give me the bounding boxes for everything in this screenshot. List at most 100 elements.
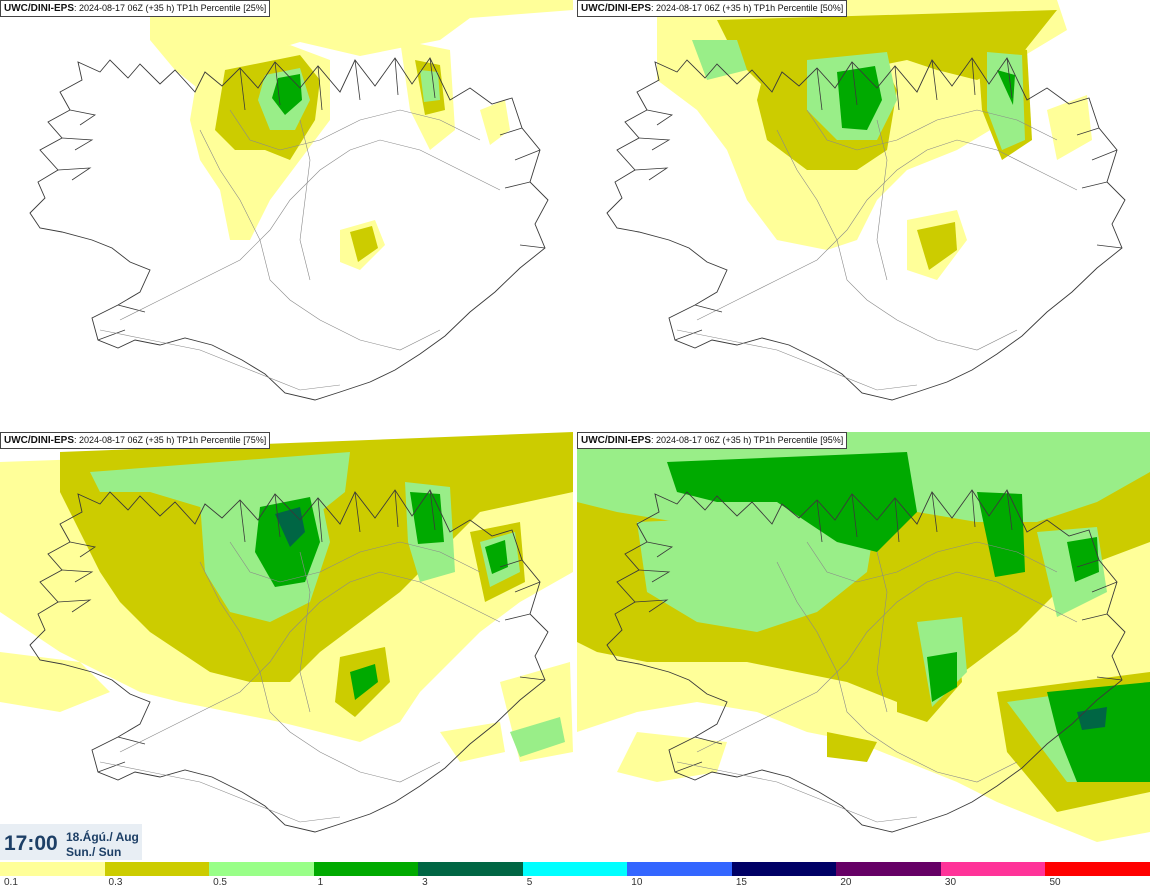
fjord-line <box>429 489 436 531</box>
fjord-line <box>971 57 976 96</box>
valid-time: 17:00 <box>4 832 58 855</box>
fjord-line <box>1006 489 1013 531</box>
run-info: : 2024-08-17 06Z (+35 h) <box>651 3 754 13</box>
road-line <box>876 119 888 281</box>
legend-swatch <box>313 862 419 876</box>
legend-swatch <box>731 862 837 876</box>
legend-swatch <box>627 862 732 876</box>
fjord-line <box>694 736 723 745</box>
precip-map <box>577 432 1150 842</box>
precip-area <box>272 74 302 115</box>
legend-label: 0.1 <box>4 877 18 888</box>
fjord-line <box>499 559 523 568</box>
fjord-line <box>61 137 94 151</box>
panel-title: UWC/DINI-EPS: 2024-08-17 06Z (+35 h) TP1… <box>577 0 848 17</box>
map-panel-p25: UWC/DINI-EPS: 2024-08-17 06Z (+35 h) TP1… <box>0 0 573 428</box>
fjord-line <box>816 67 823 111</box>
valid-date: 18.Ágú./ Aug Sun./ Sun <box>66 830 139 860</box>
precip-map <box>0 432 573 833</box>
precip-area <box>1047 682 1150 782</box>
legend-label: 10 <box>631 877 643 888</box>
fjord-line <box>504 181 531 189</box>
product-name: TP1h Percentile [25%] <box>176 3 267 13</box>
color-legend <box>0 862 1150 876</box>
map-panel-p50: UWC/DINI-EPS: 2024-08-17 06Z (+35 h) TP1… <box>577 0 1150 428</box>
fjord-line <box>638 137 671 151</box>
precip-area <box>1047 95 1092 160</box>
fjord-line <box>394 57 399 96</box>
fjord-line <box>816 499 823 543</box>
fjord-line <box>57 599 92 613</box>
product-name: TP1h Percentile [75%] <box>176 435 267 445</box>
fjord-line <box>504 613 531 621</box>
fjord-line <box>519 676 546 681</box>
fjord-line <box>117 736 146 745</box>
fjord-line <box>354 491 361 533</box>
fjord-line <box>646 541 674 558</box>
map-panel-p95: UWC/DINI-EPS: 2024-08-17 06Z (+35 h) TP1… <box>577 432 1150 860</box>
fjord-line <box>499 127 523 136</box>
fjord-line <box>1096 676 1123 681</box>
product-name: TP1h Percentile [50%] <box>753 3 844 13</box>
fjord-line <box>931 491 938 533</box>
road-line <box>99 329 341 391</box>
precip-area <box>977 492 1025 577</box>
valid-time-box: 17:00 18.Ágú./ Aug Sun./ Sun <box>0 824 142 860</box>
fjord-line <box>1081 181 1108 189</box>
precip-area <box>997 70 1015 105</box>
fjord-line <box>1096 244 1123 249</box>
legend-swatch <box>0 862 105 876</box>
precip-area <box>0 652 110 712</box>
model-name: UWC/DINI-EPS <box>4 435 74 446</box>
road-line <box>806 541 1058 583</box>
product-name: TP1h Percentile [95%] <box>753 435 844 445</box>
road-line <box>696 139 1078 321</box>
fjord-line <box>634 167 669 181</box>
road-line <box>199 561 441 783</box>
precip-area <box>255 497 320 587</box>
precip-area <box>827 732 877 762</box>
panel-title: UWC/DINI-EPS: 2024-08-17 06Z (+35 h) TP1… <box>0 432 271 449</box>
fjord-line <box>239 67 246 111</box>
legend-label: 1 <box>317 877 324 888</box>
fjord-line <box>97 329 126 341</box>
coastline <box>29 489 549 833</box>
fjord-line <box>239 499 246 543</box>
precip-area <box>480 100 510 145</box>
fjord-line <box>61 569 94 583</box>
fjord-line <box>638 569 671 583</box>
road-line <box>199 129 441 351</box>
road-line <box>119 139 501 321</box>
road-line <box>696 571 1078 753</box>
fjord-line <box>514 581 541 593</box>
precip-area <box>1067 537 1099 582</box>
legend-swatch <box>1045 862 1150 876</box>
precip-area <box>1077 707 1107 730</box>
fjord-line <box>1091 581 1118 593</box>
panel-title: UWC/DINI-EPS: 2024-08-17 06Z (+35 h) TP1… <box>0 0 271 17</box>
fjord-line <box>1076 127 1100 136</box>
precip-area <box>410 492 444 544</box>
fjord-line <box>354 59 361 101</box>
road-line <box>776 561 1018 783</box>
fjord-line <box>514 149 541 161</box>
precip-map <box>606 0 1126 401</box>
fjord-line <box>674 761 703 773</box>
fjord-line <box>931 59 938 101</box>
precip-area <box>917 222 957 270</box>
road-line <box>299 119 311 281</box>
road-line <box>876 551 888 713</box>
legend-label: 0.5 <box>213 877 227 888</box>
fjord-line <box>646 109 674 126</box>
precip-area <box>485 540 508 574</box>
fjord-line <box>57 167 92 181</box>
legend-ticks: 0.1 0.3 0.5 1 3 5 10 15 20 30 50 <box>0 877 1150 891</box>
precip-area <box>637 512 877 632</box>
fjord-line <box>894 65 900 111</box>
run-info: : 2024-08-17 06Z (+35 h) <box>651 435 754 445</box>
legend-label: 50 <box>1049 877 1061 888</box>
fjord-line <box>117 304 146 313</box>
precip-area <box>927 652 957 702</box>
road-line <box>229 541 481 583</box>
precip-area <box>692 40 747 80</box>
